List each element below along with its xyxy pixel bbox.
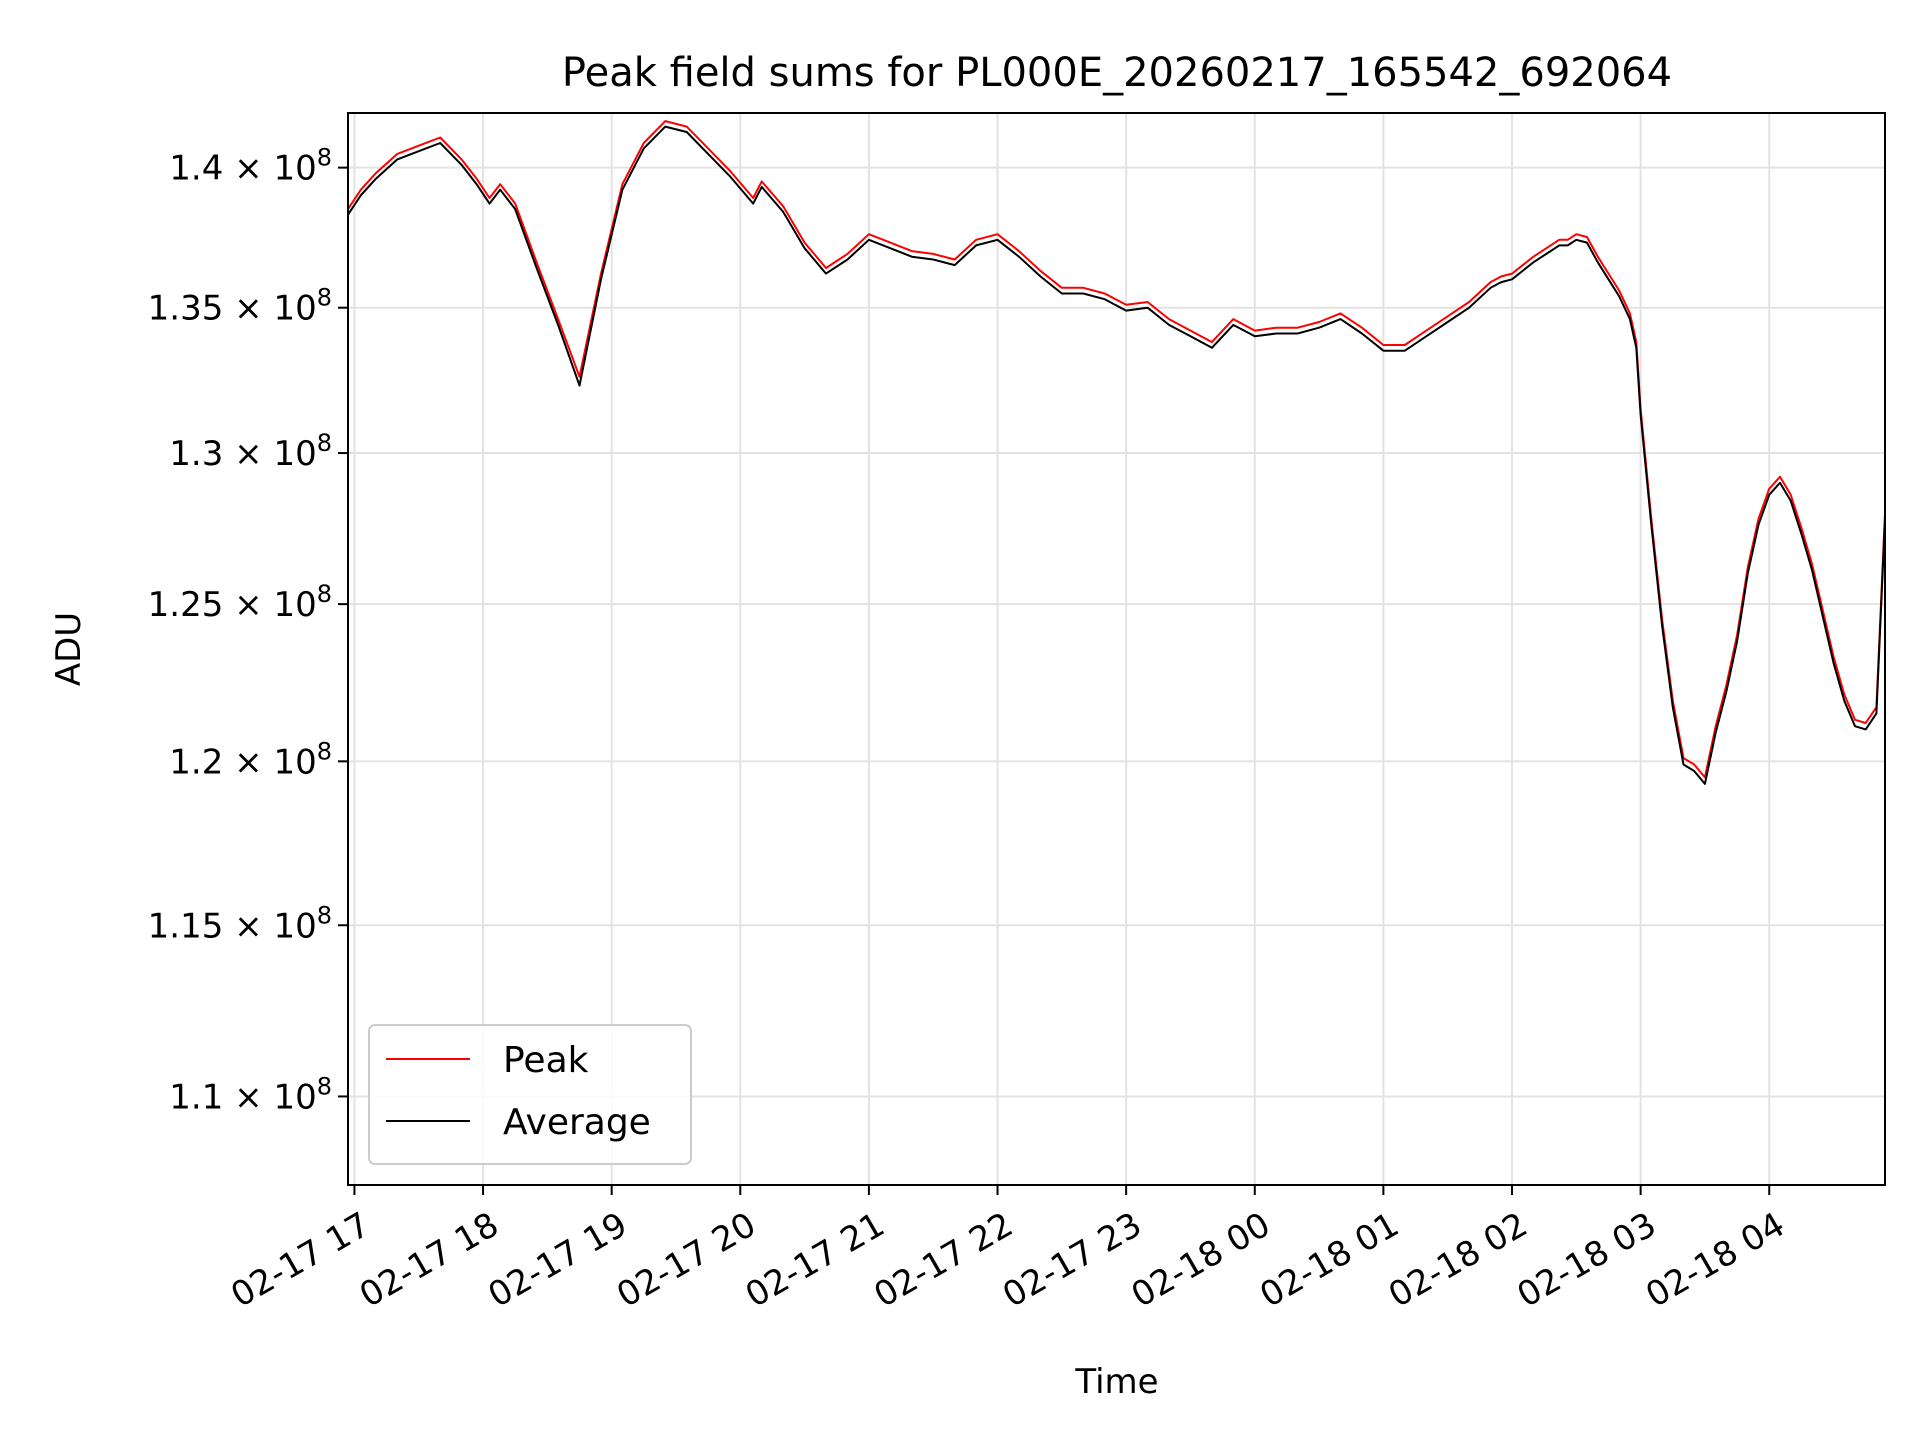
legend: Peak Average <box>368 1024 692 1165</box>
plot-frame <box>347 112 1886 1186</box>
y-tick-label: 1.4 × 108 <box>169 144 332 189</box>
y-axis-title: ADU <box>49 612 89 686</box>
y-axis: 1.4 × 108 1.35 × 108 1.3 × 108 1.25 × 108 1.… <box>148 144 348 1117</box>
y-tick-label: 1.2 × 108 <box>169 737 332 782</box>
y-tick-label: 1.3 × 108 <box>169 429 332 474</box>
y-tick-label: 1.25 × 108 <box>148 580 332 625</box>
series-layer <box>348 120 1885 785</box>
series-line-peak <box>348 120 1885 779</box>
chart-title: Peak field sums for PL000E_20260217_1655… <box>562 50 1672 96</box>
legend-label-average: Average <box>503 1102 651 1143</box>
y-tick-label: 1.1 × 108 <box>169 1072 332 1117</box>
y-tick-label: 1.15 × 108 <box>148 901 332 946</box>
x-axis-title: Time <box>1074 1362 1158 1402</box>
legend-label-peak: Peak <box>503 1040 589 1081</box>
y-tick-label: 1.35 × 108 <box>148 284 332 329</box>
grid-lines <box>348 113 1885 1185</box>
series-line-average <box>348 125 1885 785</box>
